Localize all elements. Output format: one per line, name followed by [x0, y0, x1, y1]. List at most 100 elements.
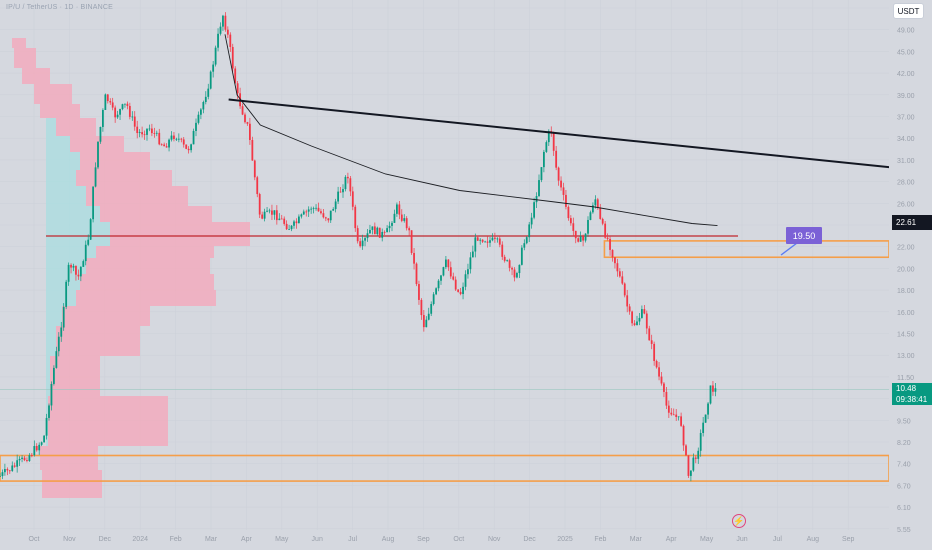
candle-body — [545, 142, 548, 152]
candle-body — [356, 228, 359, 242]
candle-body — [182, 139, 185, 145]
candle-body — [645, 313, 648, 329]
candle-body — [214, 47, 217, 65]
candle-body — [432, 294, 435, 305]
moving-average — [224, 34, 718, 227]
volume-bar-up — [46, 170, 76, 186]
candle-body — [334, 201, 337, 210]
volume-bar-down — [70, 136, 124, 152]
candle-body — [246, 122, 249, 124]
volume-bar-down — [80, 274, 214, 290]
candle-body — [241, 106, 244, 115]
candle-body — [26, 460, 28, 462]
volume-bar-down — [50, 356, 100, 396]
candle-body — [72, 265, 75, 268]
candle-body — [195, 122, 197, 131]
candle-body — [469, 257, 472, 270]
candle-body — [324, 217, 327, 219]
y-tick-label: 26.00 — [897, 201, 915, 208]
candle-body — [175, 138, 178, 140]
volume-bar-up — [46, 152, 80, 170]
candle-body — [712, 385, 714, 392]
candle-body — [535, 196, 538, 203]
candle-body — [222, 15, 224, 27]
candle-body — [126, 103, 129, 106]
candle-body — [491, 237, 494, 241]
candle-body — [579, 236, 582, 242]
candle-body — [119, 109, 121, 115]
candle-body — [89, 219, 92, 240]
candle-body — [682, 425, 685, 446]
y-tick-label: 20.00 — [897, 266, 915, 273]
candle-body — [197, 114, 200, 123]
candle-body — [302, 211, 305, 215]
x-tick-label: Oct — [453, 536, 464, 543]
volume-bar-down — [80, 152, 150, 170]
candle-body — [67, 264, 70, 282]
candle-body — [35, 445, 38, 451]
y-tick-label: 5.55 — [897, 527, 911, 534]
y-tick-label: 37.00 — [897, 115, 915, 122]
candle-body — [87, 239, 90, 245]
candle-body — [79, 266, 82, 277]
volume-bar-up — [46, 222, 110, 246]
volume-bar-down — [56, 326, 140, 356]
candles — [0, 12, 717, 482]
candle-body — [236, 83, 239, 94]
candle-body — [6, 469, 9, 471]
volume-bar-down — [40, 446, 98, 470]
candle-body — [589, 212, 592, 220]
lightning-icon[interactable]: ⚡ — [732, 514, 746, 528]
candle-body — [349, 178, 352, 192]
candle-body — [574, 230, 577, 239]
candle-body — [393, 213, 396, 223]
candle-body — [151, 128, 153, 134]
volume-bar-down — [110, 222, 250, 246]
candle-body — [104, 94, 107, 110]
candle-body — [116, 114, 119, 118]
candle-body — [702, 422, 705, 433]
candle-body — [285, 223, 288, 230]
candle-body — [322, 213, 325, 218]
candle-body — [489, 240, 491, 243]
candle-body — [298, 216, 300, 224]
candle-body — [513, 269, 516, 278]
candle-body — [371, 226, 374, 230]
candle-body — [170, 135, 173, 140]
candle-body — [496, 238, 499, 240]
last-price-value: 10.48 — [896, 384, 917, 393]
candle-body — [631, 311, 633, 324]
candle-body — [65, 281, 68, 307]
candle-body — [530, 217, 533, 225]
candle-body — [391, 222, 393, 226]
x-tick-label: Mar — [205, 536, 218, 543]
candle-body — [452, 276, 455, 280]
candle-body — [670, 412, 673, 415]
volume-bar-down — [56, 118, 96, 136]
candle-body — [464, 274, 467, 287]
candle-body — [494, 237, 496, 239]
candle-body — [604, 223, 607, 238]
candle-body — [403, 218, 406, 221]
candle-body — [180, 138, 183, 140]
volume-bar-up — [46, 136, 70, 152]
x-tick-label: Jul — [348, 536, 357, 543]
candle-body — [685, 445, 687, 456]
y-tick-label: 7.40 — [897, 462, 911, 469]
candle-body — [275, 210, 278, 221]
candle-body — [253, 160, 256, 178]
y-tick-label: 22.00 — [897, 245, 915, 252]
candle-body — [658, 367, 660, 377]
currency-button[interactable]: USDT — [893, 3, 924, 19]
candle-body — [187, 148, 190, 151]
candle-body — [383, 231, 386, 233]
candle-body — [190, 144, 192, 151]
candle-body — [231, 46, 234, 69]
x-tick-label: Dec — [523, 536, 536, 543]
candle-body — [329, 210, 332, 221]
candle-body — [153, 133, 156, 134]
annotation-label[interactable]: 19.50 — [786, 227, 822, 244]
candle-body — [266, 210, 268, 212]
